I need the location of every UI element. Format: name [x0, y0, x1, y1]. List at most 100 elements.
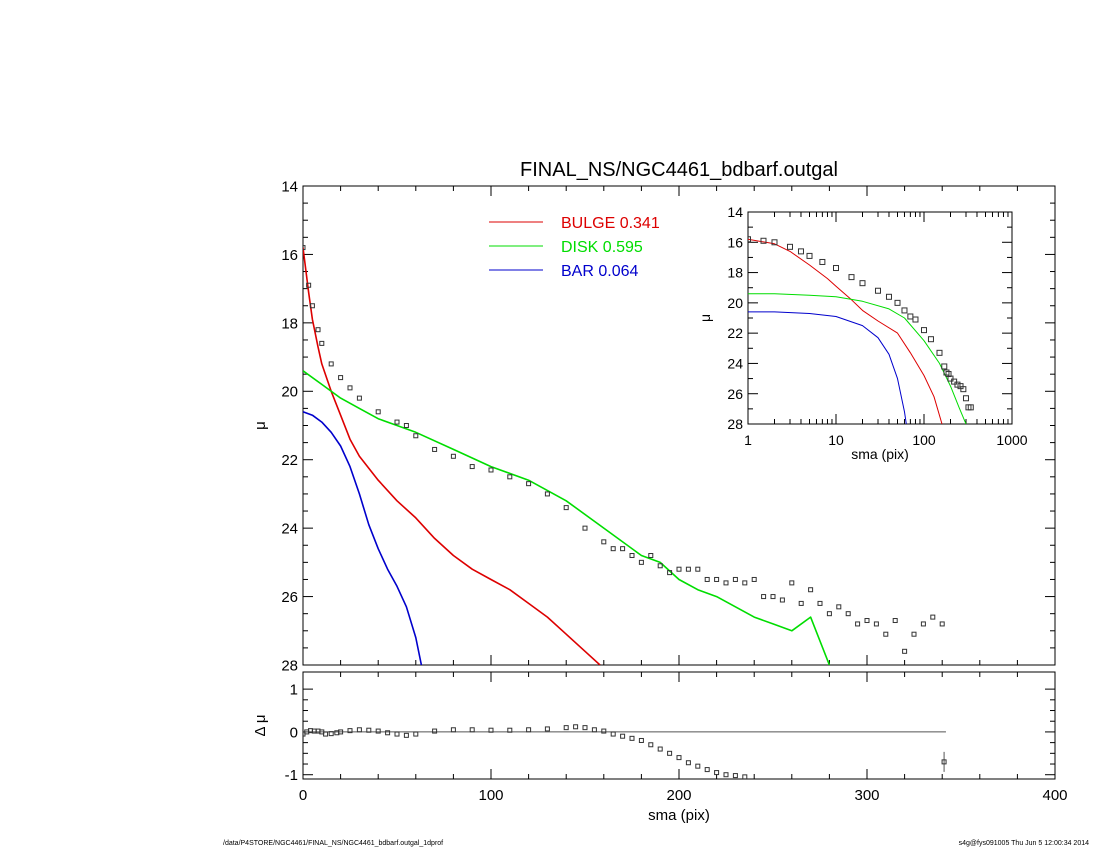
data-point	[921, 327, 927, 334]
data-point	[873, 621, 879, 627]
main-panel: 14 16 18 20 22 24 26 28 μ	[252, 178, 1056, 674]
inset-ytick-label: 22	[727, 325, 743, 341]
residual-point	[601, 728, 607, 734]
residual-point	[338, 729, 344, 735]
footer-right-stamp: s4g@fys091005 Thu Jun 5 12:00:34 2014	[958, 840, 1089, 847]
data-point	[808, 587, 814, 593]
data-point	[761, 594, 767, 600]
residual-point	[328, 731, 334, 737]
data-point	[770, 594, 776, 600]
data-point	[751, 576, 757, 582]
data-point	[610, 546, 616, 552]
data-point	[309, 303, 315, 309]
data-point	[582, 525, 588, 531]
data-point	[413, 433, 419, 439]
data-point	[469, 464, 475, 470]
resid-xlabel: sma (pix)	[648, 807, 710, 824]
resid-xtick-label: 0	[299, 787, 307, 804]
data-point	[819, 258, 826, 265]
resid-xtick-label: 300	[854, 787, 879, 804]
main-ytick-label: 26	[281, 589, 298, 606]
data-point	[894, 299, 901, 306]
residual-point	[394, 731, 400, 737]
data-point	[927, 336, 934, 343]
data-point	[845, 611, 851, 617]
main-chart-title: FINAL_NS/NGC4461_bdbarf.outgal	[520, 159, 838, 181]
data-point	[911, 631, 917, 637]
data-point	[306, 282, 312, 288]
data-point	[315, 327, 321, 333]
residual-point	[413, 731, 419, 737]
residual-point	[657, 746, 663, 752]
residual-point	[563, 725, 569, 731]
disk-legend-label: DISK 0.595	[561, 239, 643, 256]
inset-xtick-label: 1000	[996, 432, 1027, 448]
disk-line	[303, 370, 831, 665]
data-point	[676, 566, 682, 572]
data-point	[936, 349, 943, 356]
data-point	[723, 580, 729, 586]
residual-point	[591, 727, 597, 733]
main-ytick-label: 16	[281, 247, 298, 264]
residual-point	[573, 724, 579, 730]
data-point	[638, 559, 644, 565]
data-point	[507, 474, 513, 480]
data-point	[941, 363, 948, 370]
residual-point	[366, 727, 372, 733]
data-point	[629, 553, 635, 559]
data-point	[704, 576, 710, 582]
data-point	[563, 505, 569, 511]
data-point	[648, 553, 654, 559]
data-point	[951, 378, 958, 385]
main-ytick-label: 14	[281, 178, 298, 195]
residual-point	[450, 727, 456, 733]
residual-point	[685, 760, 691, 766]
inset-xlabel: sma (pix)	[851, 446, 909, 462]
residual-point	[385, 730, 391, 736]
resid-ylabel: Δ μ	[252, 714, 269, 736]
data-point	[786, 243, 793, 250]
data-point	[394, 419, 400, 425]
data-point	[347, 385, 353, 391]
data-point	[902, 648, 908, 654]
residual-point	[742, 774, 748, 779]
data-point	[742, 580, 748, 586]
footer-left-path: /data/P4STORE/NGC4461/FINAL_NS/NGC4461_b…	[223, 840, 444, 847]
residual-point	[544, 726, 550, 732]
data-point	[685, 566, 691, 572]
residual-point	[667, 750, 673, 756]
bar-legend-label: BAR 0.064	[561, 263, 638, 280]
data-point	[806, 252, 813, 259]
data-point	[328, 361, 334, 367]
inset-ytick-label: 26	[727, 386, 743, 402]
data-point	[833, 265, 839, 272]
resid-xtick-label: 200	[666, 787, 691, 804]
inset-xtick-label: 100	[912, 432, 936, 448]
data-point	[771, 239, 778, 246]
inset-background	[748, 212, 1012, 424]
main-ytick-label: 24	[281, 521, 298, 538]
main-ytick-label: 22	[281, 452, 298, 469]
data-point	[859, 280, 866, 287]
data-point	[620, 546, 626, 552]
resid-plot-area	[303, 724, 947, 779]
residual-point	[610, 731, 616, 737]
data-point	[885, 293, 892, 300]
inset-ytick-label: 16	[727, 234, 743, 250]
residual-point	[714, 770, 720, 776]
data-point	[836, 604, 842, 610]
data-point	[748, 236, 751, 243]
data-point	[714, 576, 720, 582]
inset-ytick-label: 28	[727, 416, 743, 432]
resid-ytick-label: 1	[290, 682, 298, 699]
data-point	[657, 563, 663, 569]
data-point	[901, 307, 908, 314]
data-point	[912, 316, 919, 323]
residual-point	[638, 737, 644, 743]
residual-point	[375, 728, 381, 734]
residual-point	[732, 773, 738, 779]
main-ylabel: μ	[252, 421, 269, 430]
data-point	[375, 409, 381, 415]
